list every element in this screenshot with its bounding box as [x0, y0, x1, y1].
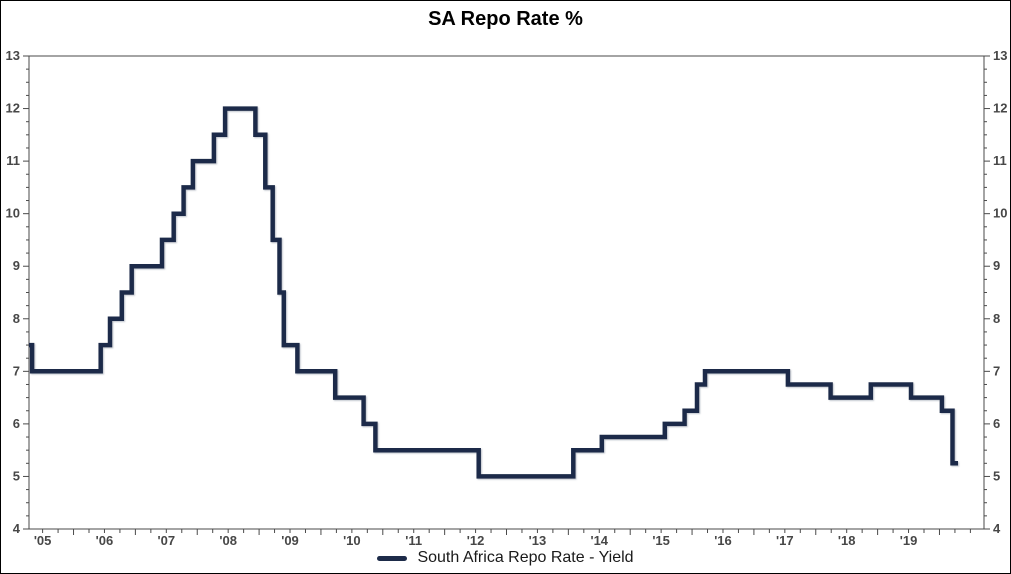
x-axis-label: '15: [652, 533, 670, 548]
x-axis-label: '12: [467, 533, 485, 548]
y-axis-label-right: 5: [993, 468, 1000, 483]
y-axis-label-left: 4: [13, 521, 21, 536]
y-axis-label-left: 5: [13, 468, 20, 483]
x-axis-label: '08: [219, 533, 237, 548]
x-axis-label: '11: [405, 533, 422, 548]
y-axis-label-left: 12: [6, 101, 20, 116]
x-axis-label: '07: [158, 533, 176, 548]
y-axis-label-right: 7: [993, 363, 1000, 378]
chart-title: SA Repo Rate %: [428, 8, 583, 30]
y-axis-label-right: 10: [993, 206, 1007, 221]
legend-line-swatch: [377, 555, 408, 561]
y-axis-label-right: 4: [993, 521, 1001, 536]
legend-series-label: South Africa Repo Rate - Yield: [417, 549, 634, 566]
x-axis-label: '10: [343, 533, 361, 548]
legend: South Africa Repo Rate - Yield: [1, 549, 1010, 567]
y-axis-label-left: 8: [13, 311, 20, 326]
plot-frame: [28, 55, 985, 530]
x-axis-label: '16: [714, 533, 732, 548]
x-axis-label: '06: [96, 533, 114, 548]
y-axis-label-right: 12: [993, 101, 1007, 116]
x-axis-label: '19: [900, 533, 918, 548]
y-axis-label-right: 13: [993, 48, 1007, 63]
x-axis-label: '13: [529, 533, 547, 548]
y-axis-label-left: 7: [13, 363, 20, 378]
y-axis-label-right: 9: [993, 258, 1000, 273]
x-axis-label: '05: [34, 533, 52, 548]
y-axis-label-left: 10: [6, 206, 20, 221]
x-axis-label: '14: [590, 533, 608, 548]
x-axis-label: '09: [281, 533, 299, 548]
x-axis-label: '18: [838, 533, 856, 548]
x-axis-label: '17: [776, 533, 794, 548]
repo-rate-step-line: [29, 106, 958, 479]
y-axis-label-left: 9: [13, 258, 20, 273]
y-axis-label-right: 6: [993, 416, 1000, 431]
y-axis-label-right: 11: [993, 153, 1007, 168]
y-axis-label-left: 13: [6, 48, 20, 63]
y-axis-label-left: 6: [13, 416, 20, 431]
y-axis-label-left: 11: [6, 153, 20, 168]
y-axis-label-right: 8: [993, 311, 1000, 326]
